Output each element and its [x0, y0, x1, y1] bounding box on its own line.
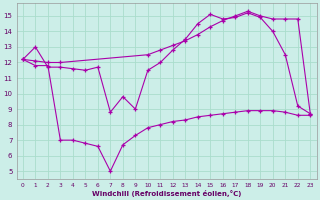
X-axis label: Windchill (Refroidissement éolien,°C): Windchill (Refroidissement éolien,°C) — [92, 190, 241, 197]
